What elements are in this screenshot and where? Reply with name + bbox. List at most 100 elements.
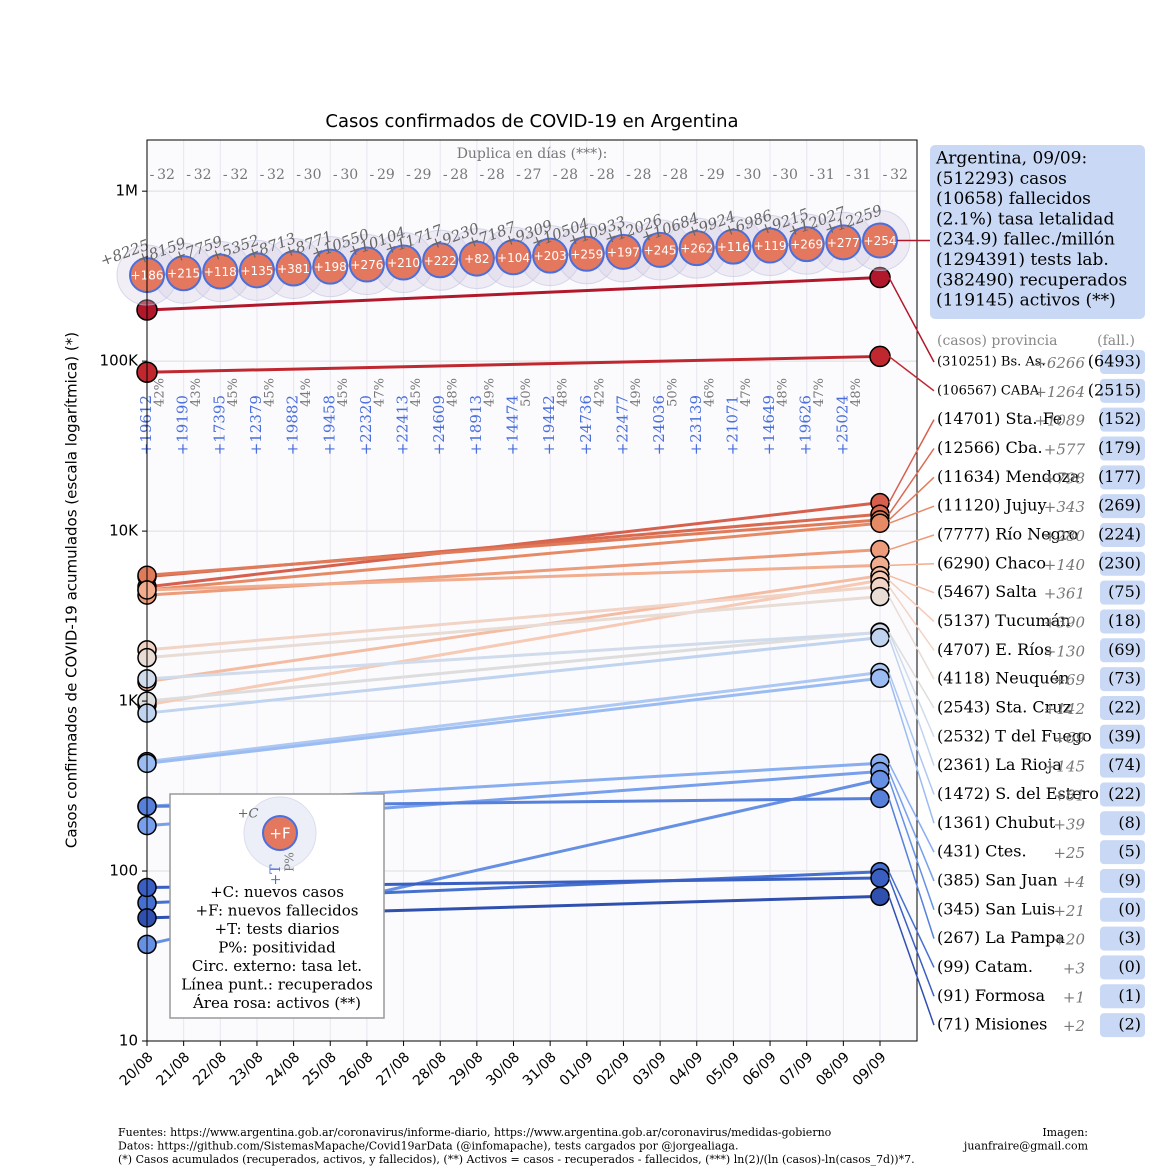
province-deaths: (39) [1108, 726, 1141, 745]
new-deaths-label: +245 [644, 243, 677, 257]
province-label: (1361) Chubut [937, 813, 1056, 832]
province-label: (7777) Río Negro [937, 524, 1078, 543]
x-tick-label: 24/08 [263, 1049, 303, 1089]
national-point [788, 226, 825, 263]
province-deaths: (224) [1098, 524, 1141, 543]
y-tick-label: 100 [109, 862, 138, 880]
x-tick-label: 04/09 [667, 1049, 707, 1089]
summary-line: (119145) activos (**) [936, 291, 1116, 311]
tests-label: +22413 [394, 395, 412, 455]
legend-icon-cases: +C [238, 807, 259, 822]
province-new-cases: +577 [1044, 440, 1086, 458]
x-tick-label: 06/09 [740, 1049, 780, 1089]
y-tick-label: 1K [119, 692, 140, 710]
national-point [532, 237, 569, 274]
province-new-cases: +2 [1063, 1017, 1085, 1035]
legend-line: +T: tests diarios [215, 920, 340, 938]
province-label: (11120) Jujuy [937, 496, 1047, 515]
new-deaths-label: +262 [680, 242, 713, 256]
province-connector [888, 871, 935, 968]
x-tick-label: 25/08 [300, 1049, 340, 1089]
tests-label: +24609 [430, 395, 448, 455]
doubling-separator: - [736, 167, 741, 183]
national-point [495, 239, 532, 276]
doubling-separator: - [663, 167, 668, 183]
new-deaths-label: +198 [314, 260, 347, 274]
positivity-label: 45% [336, 378, 351, 407]
x-tick-label: 27/08 [373, 1049, 413, 1089]
doubling-separator: - [150, 167, 155, 183]
doubling-separator: - [296, 167, 301, 183]
province-connector [888, 448, 935, 515]
x-tick-label: 05/09 [703, 1049, 743, 1089]
province-label: (4118) Neuquén [937, 669, 1069, 688]
doubling-days: 28 [597, 167, 615, 183]
doubling-days: 28 [560, 167, 578, 183]
doubling-separator: - [626, 167, 631, 183]
province-new-cases: +798 [1044, 469, 1085, 487]
province-point [869, 266, 891, 289]
x-tick-label: 07/09 [777, 1049, 817, 1089]
province-deaths: (73) [1108, 669, 1141, 688]
province-deaths: (18) [1108, 611, 1141, 630]
province-point [870, 627, 890, 648]
doubling-separator: - [846, 167, 851, 183]
province-header: (casos) provincia [937, 333, 1058, 349]
doubling-separator: - [186, 167, 191, 183]
summary-line: (10658) fallecidos [936, 189, 1091, 209]
province-new-cases: +25 [1053, 844, 1085, 862]
province-line [146, 585, 881, 652]
province-connector [888, 355, 935, 392]
positivity-label: 46% [702, 378, 717, 407]
doubling-days: 30 [743, 167, 761, 183]
province-line [146, 521, 881, 592]
footer-credit: Imagen: [1042, 1126, 1088, 1139]
new-deaths-label: +276 [350, 258, 383, 272]
province-label: (431) Ctes. [937, 842, 1027, 861]
national-point [202, 253, 239, 290]
province-new-cases: +4 [1063, 873, 1085, 891]
doubling-days: 32 [230, 167, 248, 183]
y-tick-label: 10K [109, 522, 139, 540]
marks: +186+8225+1961242%+215+8159+1919043%+118… [98, 201, 911, 955]
tests-label: +23139 [687, 395, 705, 455]
province-label: (91) Formosa [937, 986, 1045, 1005]
province-deaths: (1) [1118, 986, 1141, 1005]
doubling-separator: - [699, 167, 704, 183]
province-deaths: (75) [1108, 582, 1141, 601]
legend-icon-positivity: P% [283, 852, 297, 871]
province-connector [888, 574, 935, 594]
tests-label: +25024 [833, 395, 851, 455]
national-point [165, 255, 202, 292]
province-new-cases: +21 [1053, 902, 1085, 920]
doubling-separator: - [809, 167, 814, 183]
positivity-label: 48% [849, 378, 864, 407]
tests-label: +12379 [247, 395, 265, 455]
province-line [146, 630, 881, 703]
province-deaths: (5) [1118, 842, 1141, 861]
province-line [146, 676, 881, 765]
national-point [312, 248, 349, 285]
province-connector [888, 476, 935, 521]
national-point [752, 227, 789, 264]
doubling-days: 32 [157, 167, 175, 183]
x-tick-label: 02/09 [593, 1049, 633, 1089]
deaths-box [1100, 350, 1145, 374]
province-point [870, 886, 890, 907]
tests-label: +24036 [650, 395, 668, 455]
new-deaths-label: +118 [204, 265, 237, 279]
national-point [568, 235, 605, 272]
positivity-label: 42% [592, 378, 607, 407]
province-new-cases: +130 [1044, 642, 1086, 660]
doubling-days: 32 [267, 167, 285, 183]
new-deaths-label: +119 [754, 239, 787, 253]
province-line [146, 563, 881, 592]
tests-label: +19612 [137, 395, 155, 455]
plot-frame [146, 139, 918, 1042]
province-label: (106567) CABA [937, 383, 1040, 398]
deaths-box [1100, 782, 1145, 807]
province-connector [888, 563, 935, 567]
tests-label: +24736 [577, 395, 595, 455]
legend-line: P%: positividad [218, 939, 336, 957]
tests-label: +22320 [357, 395, 375, 455]
